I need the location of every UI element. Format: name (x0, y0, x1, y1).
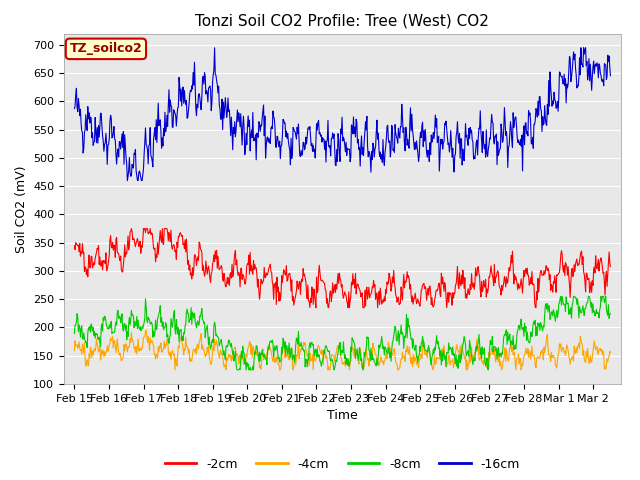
Text: TZ_soilco2: TZ_soilco2 (70, 42, 142, 55)
Y-axis label: Soil CO2 (mV): Soil CO2 (mV) (15, 165, 28, 252)
X-axis label: Time: Time (327, 409, 358, 422)
Legend: -2cm, -4cm, -8cm, -16cm: -2cm, -4cm, -8cm, -16cm (160, 453, 525, 476)
Title: Tonzi Soil CO2 Profile: Tree (West) CO2: Tonzi Soil CO2 Profile: Tree (West) CO2 (195, 13, 490, 28)
